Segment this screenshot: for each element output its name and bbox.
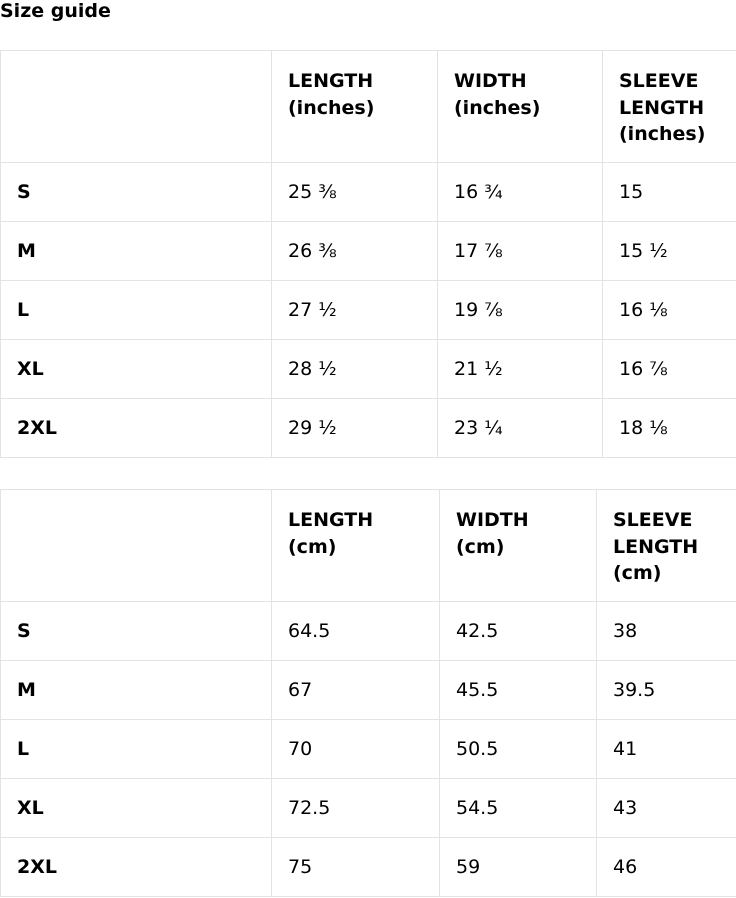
- table-row: M 26 ⅜ 17 ⅞ 15 ½: [0, 221, 736, 281]
- length-cell: 26 ⅜: [271, 221, 438, 281]
- header-unit: (inches): [619, 123, 706, 145]
- table-row: M 67 45.5 39.5: [0, 660, 736, 720]
- width-cell: 45.5: [439, 660, 597, 720]
- width-cell: 59: [439, 837, 597, 897]
- header-text: WIDTH: [454, 70, 527, 92]
- length-cell: 75: [271, 837, 440, 897]
- length-cell: 70: [271, 719, 440, 779]
- table-row: L 27 ½ 19 ⅞ 16 ⅛: [0, 280, 736, 340]
- width-cell: 50.5: [439, 719, 597, 779]
- header-unit: (cm): [456, 535, 505, 558]
- header-cell-width: WIDTH (inches): [437, 50, 603, 163]
- sleeve-length-cell: 16 ⅛: [602, 280, 736, 340]
- header-cell-length: LENGTH (cm): [271, 489, 440, 602]
- header-unit: (inches): [454, 96, 541, 119]
- size-cell: 2XL: [0, 398, 272, 458]
- length-cell: 64.5: [271, 601, 440, 661]
- header-cell-sleeve-length: SLEEVE LENGTH (cm): [596, 489, 736, 602]
- table-row: S 64.5 42.5 38: [0, 601, 736, 661]
- table-row: 2XL 29 ½ 23 ¼ 18 ⅛: [0, 398, 736, 458]
- length-cell: 25 ⅜: [271, 162, 438, 222]
- sleeve-length-cell: 15 ½: [602, 221, 736, 281]
- header-unit: (cm): [613, 562, 662, 584]
- header-cell-sleeve-length: SLEEVE LENGTH (inches): [602, 50, 736, 163]
- length-cell: 67: [271, 660, 440, 720]
- size-cell: M: [0, 221, 272, 281]
- size-cell: S: [0, 162, 272, 222]
- size-cell: S: [0, 601, 272, 661]
- table-row: XL 72.5 54.5 43: [0, 778, 736, 838]
- length-cell: 29 ½: [271, 398, 438, 458]
- width-cell: 21 ½: [437, 339, 603, 399]
- size-table-inches: LENGTH (inches) WIDTH (inches) SLEEVE LE…: [0, 50, 736, 458]
- header-text: SLEEVE: [613, 509, 693, 531]
- header-text: SLEEVE: [619, 70, 699, 92]
- length-cell: 72.5: [271, 778, 440, 838]
- header-cell-size: [0, 489, 272, 602]
- table-row: L 70 50.5 41: [0, 719, 736, 779]
- size-table-cm: LENGTH (cm) WIDTH (cm) SLEEVE LENGTH (cm…: [0, 489, 736, 897]
- length-cell: 28 ½: [271, 339, 438, 399]
- header-cell-width: WIDTH (cm): [439, 489, 597, 602]
- sleeve-length-cell: 18 ⅛: [602, 398, 736, 458]
- table-row: 2XL 75 59 46: [0, 837, 736, 897]
- width-cell: 19 ⅞: [437, 280, 603, 340]
- header-text: LENGTH: [288, 509, 374, 531]
- width-cell: 16 ¾: [437, 162, 603, 222]
- width-cell: 23 ¼: [437, 398, 603, 458]
- width-cell: 17 ⅞: [437, 221, 603, 281]
- sleeve-length-cell: 46: [596, 837, 736, 897]
- header-cell-length: LENGTH (inches): [271, 50, 438, 163]
- size-cell: M: [0, 660, 272, 720]
- size-cell: 2XL: [0, 837, 272, 897]
- size-cell: XL: [0, 339, 272, 399]
- sleeve-length-cell: 38: [596, 601, 736, 661]
- header-unit: (inches): [288, 96, 375, 119]
- header-text: WIDTH: [456, 509, 529, 531]
- header-cell-size: [0, 50, 272, 163]
- width-cell: 42.5: [439, 601, 597, 661]
- width-cell: 54.5: [439, 778, 597, 838]
- sleeve-length-cell: 39.5: [596, 660, 736, 720]
- size-cell: L: [0, 280, 272, 340]
- header-unit: (cm): [288, 535, 337, 558]
- sleeve-length-cell: 15: [602, 162, 736, 222]
- table-header-row: LENGTH (inches) WIDTH (inches) SLEEVE LE…: [0, 50, 736, 163]
- size-cell: XL: [0, 778, 272, 838]
- sleeve-length-cell: 41: [596, 719, 736, 779]
- size-cell: L: [0, 719, 272, 779]
- header-text: LENGTH: [613, 535, 699, 558]
- header-text: LENGTH: [288, 70, 374, 92]
- table-row: XL 28 ½ 21 ½ 16 ⅞: [0, 339, 736, 399]
- sleeve-length-cell: 16 ⅞: [602, 339, 736, 399]
- sleeve-length-cell: 43: [596, 778, 736, 838]
- header-text: LENGTH: [619, 96, 705, 119]
- table-header-row: LENGTH (cm) WIDTH (cm) SLEEVE LENGTH (cm…: [0, 489, 736, 602]
- table-row: S 25 ⅜ 16 ¾ 15: [0, 162, 736, 222]
- page-title: Size guide: [0, 0, 111, 22]
- length-cell: 27 ½: [271, 280, 438, 340]
